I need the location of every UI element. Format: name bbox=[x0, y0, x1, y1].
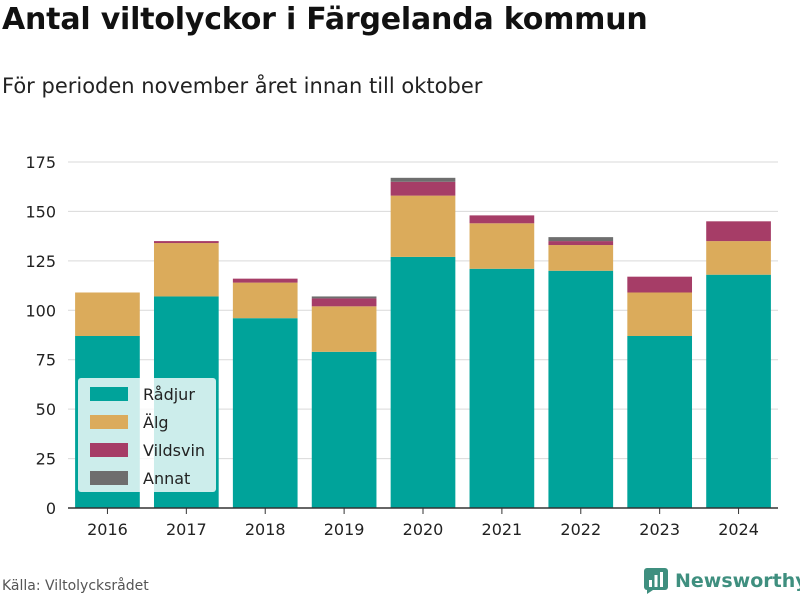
legend-label-vildsvin: Vildsvin bbox=[143, 440, 206, 460]
y-tick-label: 0 bbox=[46, 499, 56, 518]
y-tick-label: 175 bbox=[25, 153, 56, 172]
bar-segment bbox=[627, 292, 693, 336]
legend-swatch-vildsvin bbox=[90, 443, 128, 457]
brand-name: Newsworthy bbox=[675, 570, 800, 592]
legend-item-radjur: Rådjur bbox=[90, 383, 195, 405]
bar-segment bbox=[390, 177, 456, 182]
bar-segment bbox=[232, 278, 298, 283]
chart-title: Antal viltolyckor i Färgelanda kommun bbox=[2, 2, 648, 37]
brand-logo[interactable]: Newsworthy bbox=[644, 568, 800, 594]
legend-label-alg: Älg bbox=[143, 412, 169, 432]
legend-label-annat: Annat bbox=[143, 468, 191, 488]
legend-swatch-radjur bbox=[90, 387, 128, 401]
bar-segment bbox=[469, 268, 535, 508]
x-tick-label: 2019 bbox=[324, 520, 365, 539]
legend-label-radjur: Rådjur bbox=[143, 384, 195, 404]
bar-segment bbox=[390, 195, 456, 257]
chart-subtitle: För perioden november året innan till ok… bbox=[2, 74, 483, 98]
legend-item-annat: Annat bbox=[90, 467, 190, 489]
x-tick-label: 2020 bbox=[403, 520, 444, 539]
x-tick-label: 2017 bbox=[166, 520, 207, 539]
source-note: Källa: Viltolycksrådet bbox=[2, 578, 149, 594]
axes: 0 25 50 75 100 125 150 175 2016 2017 2018 2019 2020 2… bbox=[25, 153, 778, 539]
bar-segment bbox=[390, 181, 456, 196]
bar-segment bbox=[548, 245, 614, 271]
bar-segment bbox=[548, 237, 614, 242]
x-tick-label: 2022 bbox=[560, 520, 601, 539]
bar-segment bbox=[390, 256, 456, 508]
y-tick-label: 50 bbox=[36, 400, 56, 419]
y-tick-label: 75 bbox=[36, 351, 56, 370]
x-tick-label: 2023 bbox=[639, 520, 680, 539]
newsworthy-logo-icon bbox=[644, 568, 668, 594]
bar-segment bbox=[469, 223, 535, 269]
y-tick-label: 125 bbox=[25, 252, 56, 271]
x-tick-label: 2018 bbox=[245, 520, 286, 539]
x-tick-label: 2024 bbox=[718, 520, 759, 539]
bar-segment bbox=[311, 306, 377, 352]
y-tick-label: 100 bbox=[25, 301, 56, 320]
bar-segment bbox=[311, 351, 377, 508]
bar-segment bbox=[706, 241, 771, 275]
y-tick-label: 150 bbox=[25, 202, 56, 221]
bar-segment bbox=[75, 292, 140, 336]
bar-segment bbox=[627, 276, 693, 293]
bar-segment bbox=[232, 282, 298, 319]
x-tick-label: 2021 bbox=[482, 520, 523, 539]
legend-item-alg: Älg bbox=[90, 411, 169, 433]
bar-segment bbox=[548, 241, 614, 246]
chart-legend: Rådjur Älg Vildsvin Annat bbox=[78, 378, 216, 492]
bar-segment bbox=[311, 298, 377, 307]
legend-swatch-annat bbox=[90, 471, 128, 485]
bar-segment bbox=[627, 335, 693, 508]
x-tick-label: 2016 bbox=[87, 520, 128, 539]
bar-segment bbox=[706, 274, 771, 508]
bar-segment bbox=[548, 270, 614, 508]
bar-segment bbox=[153, 243, 219, 297]
bar-segment bbox=[706, 221, 771, 242]
bar-segment bbox=[232, 318, 298, 508]
legend-swatch-alg bbox=[90, 415, 128, 429]
bar-segment bbox=[469, 215, 535, 224]
y-tick-label: 25 bbox=[36, 450, 56, 469]
legend-item-vildsvin: Vildsvin bbox=[90, 439, 205, 461]
bar-segment bbox=[153, 241, 219, 244]
bar-segment bbox=[311, 296, 377, 299]
